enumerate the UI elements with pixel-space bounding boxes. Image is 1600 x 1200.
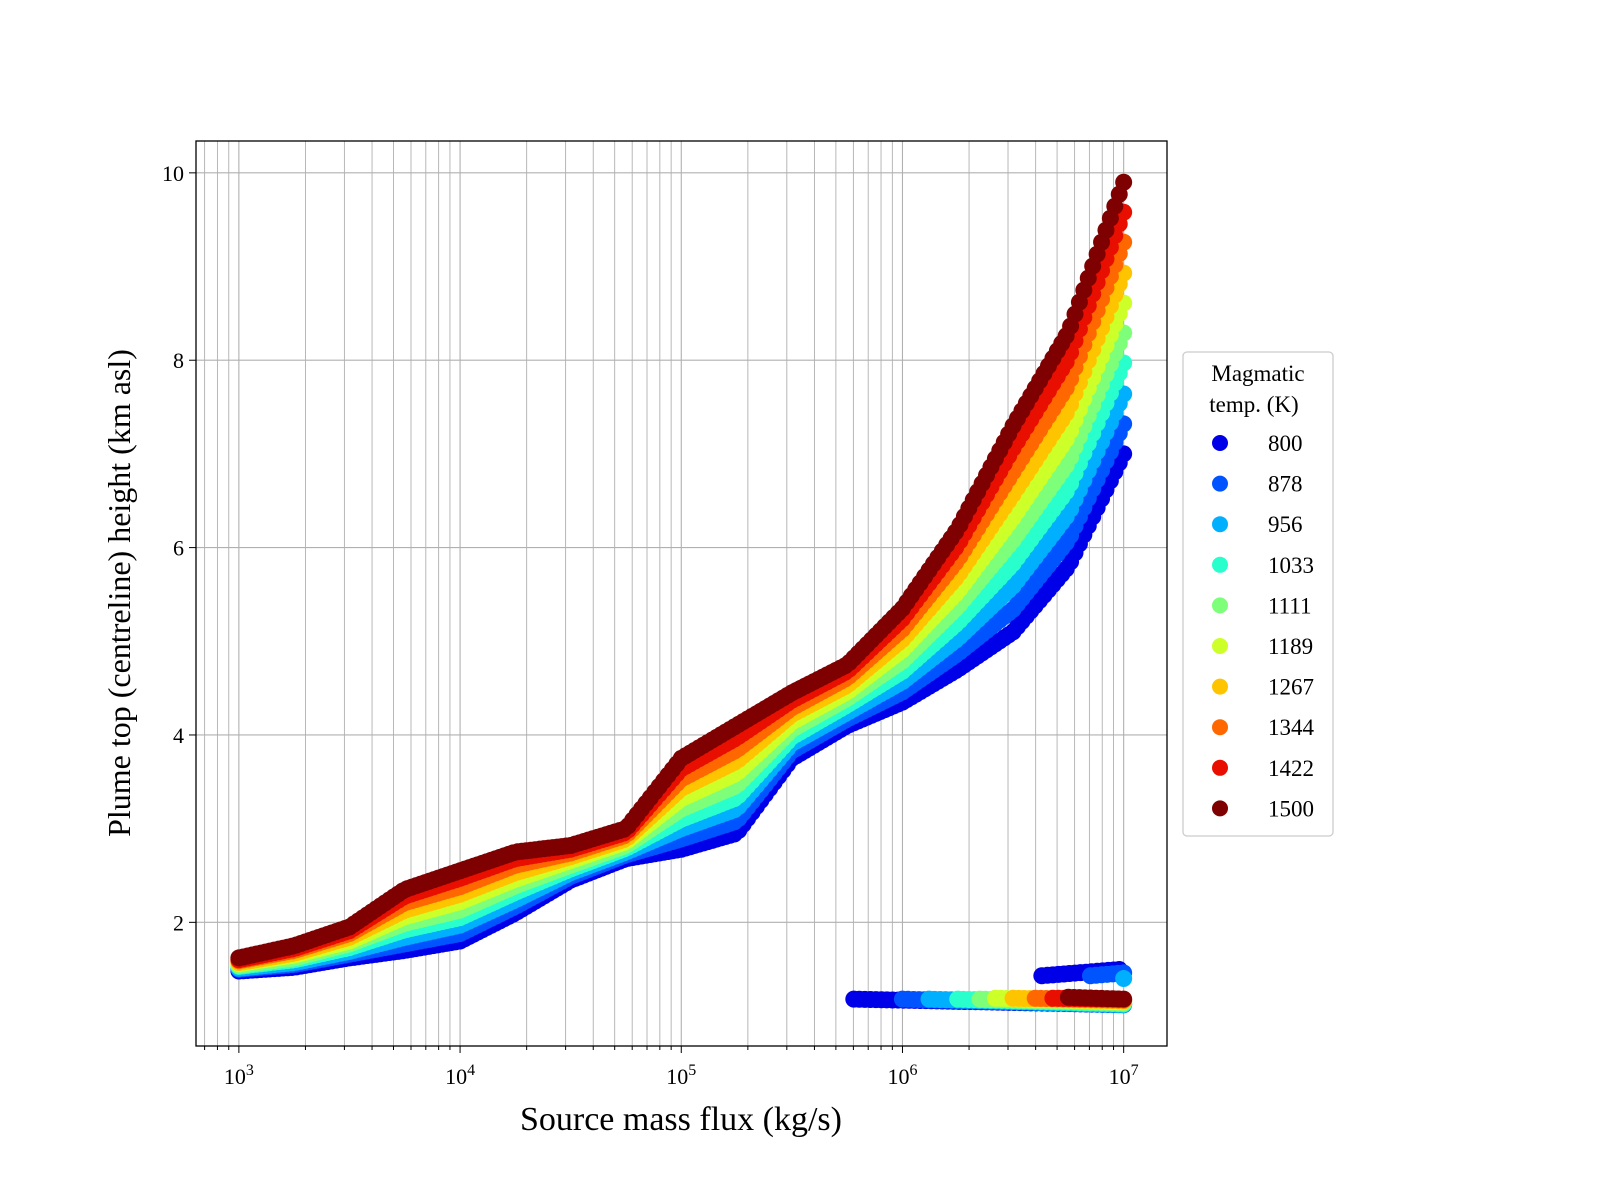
legend-label: 878 — [1268, 472, 1303, 497]
y-tick-label: 10 — [162, 161, 184, 186]
legend-marker — [1212, 800, 1228, 817]
legend-item: 1033 — [1212, 553, 1314, 578]
series-1500 — [230, 173, 1133, 1008]
y-tick-label: 4 — [173, 723, 184, 748]
y-tick-label: 2 — [173, 910, 184, 935]
legend-title-line1: Magmatic — [1211, 361, 1304, 386]
legend-item: 956 — [1212, 512, 1303, 537]
x-tick-label: 103 — [224, 1062, 254, 1089]
legend-label: 1344 — [1268, 715, 1315, 740]
y-tick-label: 6 — [173, 536, 184, 561]
legend-label: 1033 — [1268, 553, 1314, 578]
data-point — [1115, 970, 1133, 988]
legend-item: 1111 — [1212, 593, 1311, 618]
legend-label: 956 — [1268, 512, 1303, 537]
legend-label: 1267 — [1268, 675, 1314, 700]
data-point — [1115, 173, 1133, 191]
legend-label: 1422 — [1268, 756, 1314, 781]
legend-marker — [1212, 475, 1228, 492]
legend-item: 1267 — [1212, 675, 1314, 700]
data-points — [230, 173, 1133, 1014]
legend-item: 1189 — [1212, 634, 1313, 659]
legend: Magmatic temp. (K) 800 878 956 1033 1111 1189… — [1182, 351, 1334, 837]
x-tick-label: 104 — [445, 1062, 475, 1089]
legend-marker — [1212, 638, 1228, 654]
legend-label: 1500 — [1268, 796, 1314, 821]
legend-label: 1111 — [1268, 593, 1311, 618]
data-point — [1115, 990, 1133, 1008]
legend-marker — [1212, 516, 1228, 533]
legend-label: 1189 — [1268, 634, 1313, 659]
legend-item: 1500 — [1212, 796, 1314, 821]
axis-ticks: 103 104 105 106 107 2 4 6 8 10 — [162, 161, 1139, 1089]
legend-title-line2: temp. (K) — [1209, 392, 1298, 417]
legend-item: 878 — [1212, 472, 1303, 497]
y-tick-label: 8 — [173, 348, 184, 373]
x-axis-label: Source mass flux (kg/s) — [520, 1101, 842, 1138]
legend-marker — [1212, 759, 1228, 776]
legend-marker — [1212, 435, 1228, 451]
legend-marker — [1212, 678, 1228, 695]
x-tick-label: 107 — [1109, 1062, 1139, 1089]
legend-marker — [1212, 597, 1228, 614]
x-tick-label: 106 — [887, 1062, 917, 1089]
legend-marker — [1212, 719, 1228, 736]
legend-item: 1422 — [1212, 756, 1314, 781]
legend-item: 1344 — [1212, 715, 1315, 740]
legend-label: 800 — [1268, 431, 1303, 456]
y-axis-label: Plume top (centreline) height (km asl) — [101, 349, 137, 837]
legend-box — [1182, 351, 1334, 837]
legend-item: 800 — [1212, 431, 1303, 456]
legend-marker — [1212, 556, 1228, 573]
x-tick-label: 105 — [666, 1062, 696, 1089]
